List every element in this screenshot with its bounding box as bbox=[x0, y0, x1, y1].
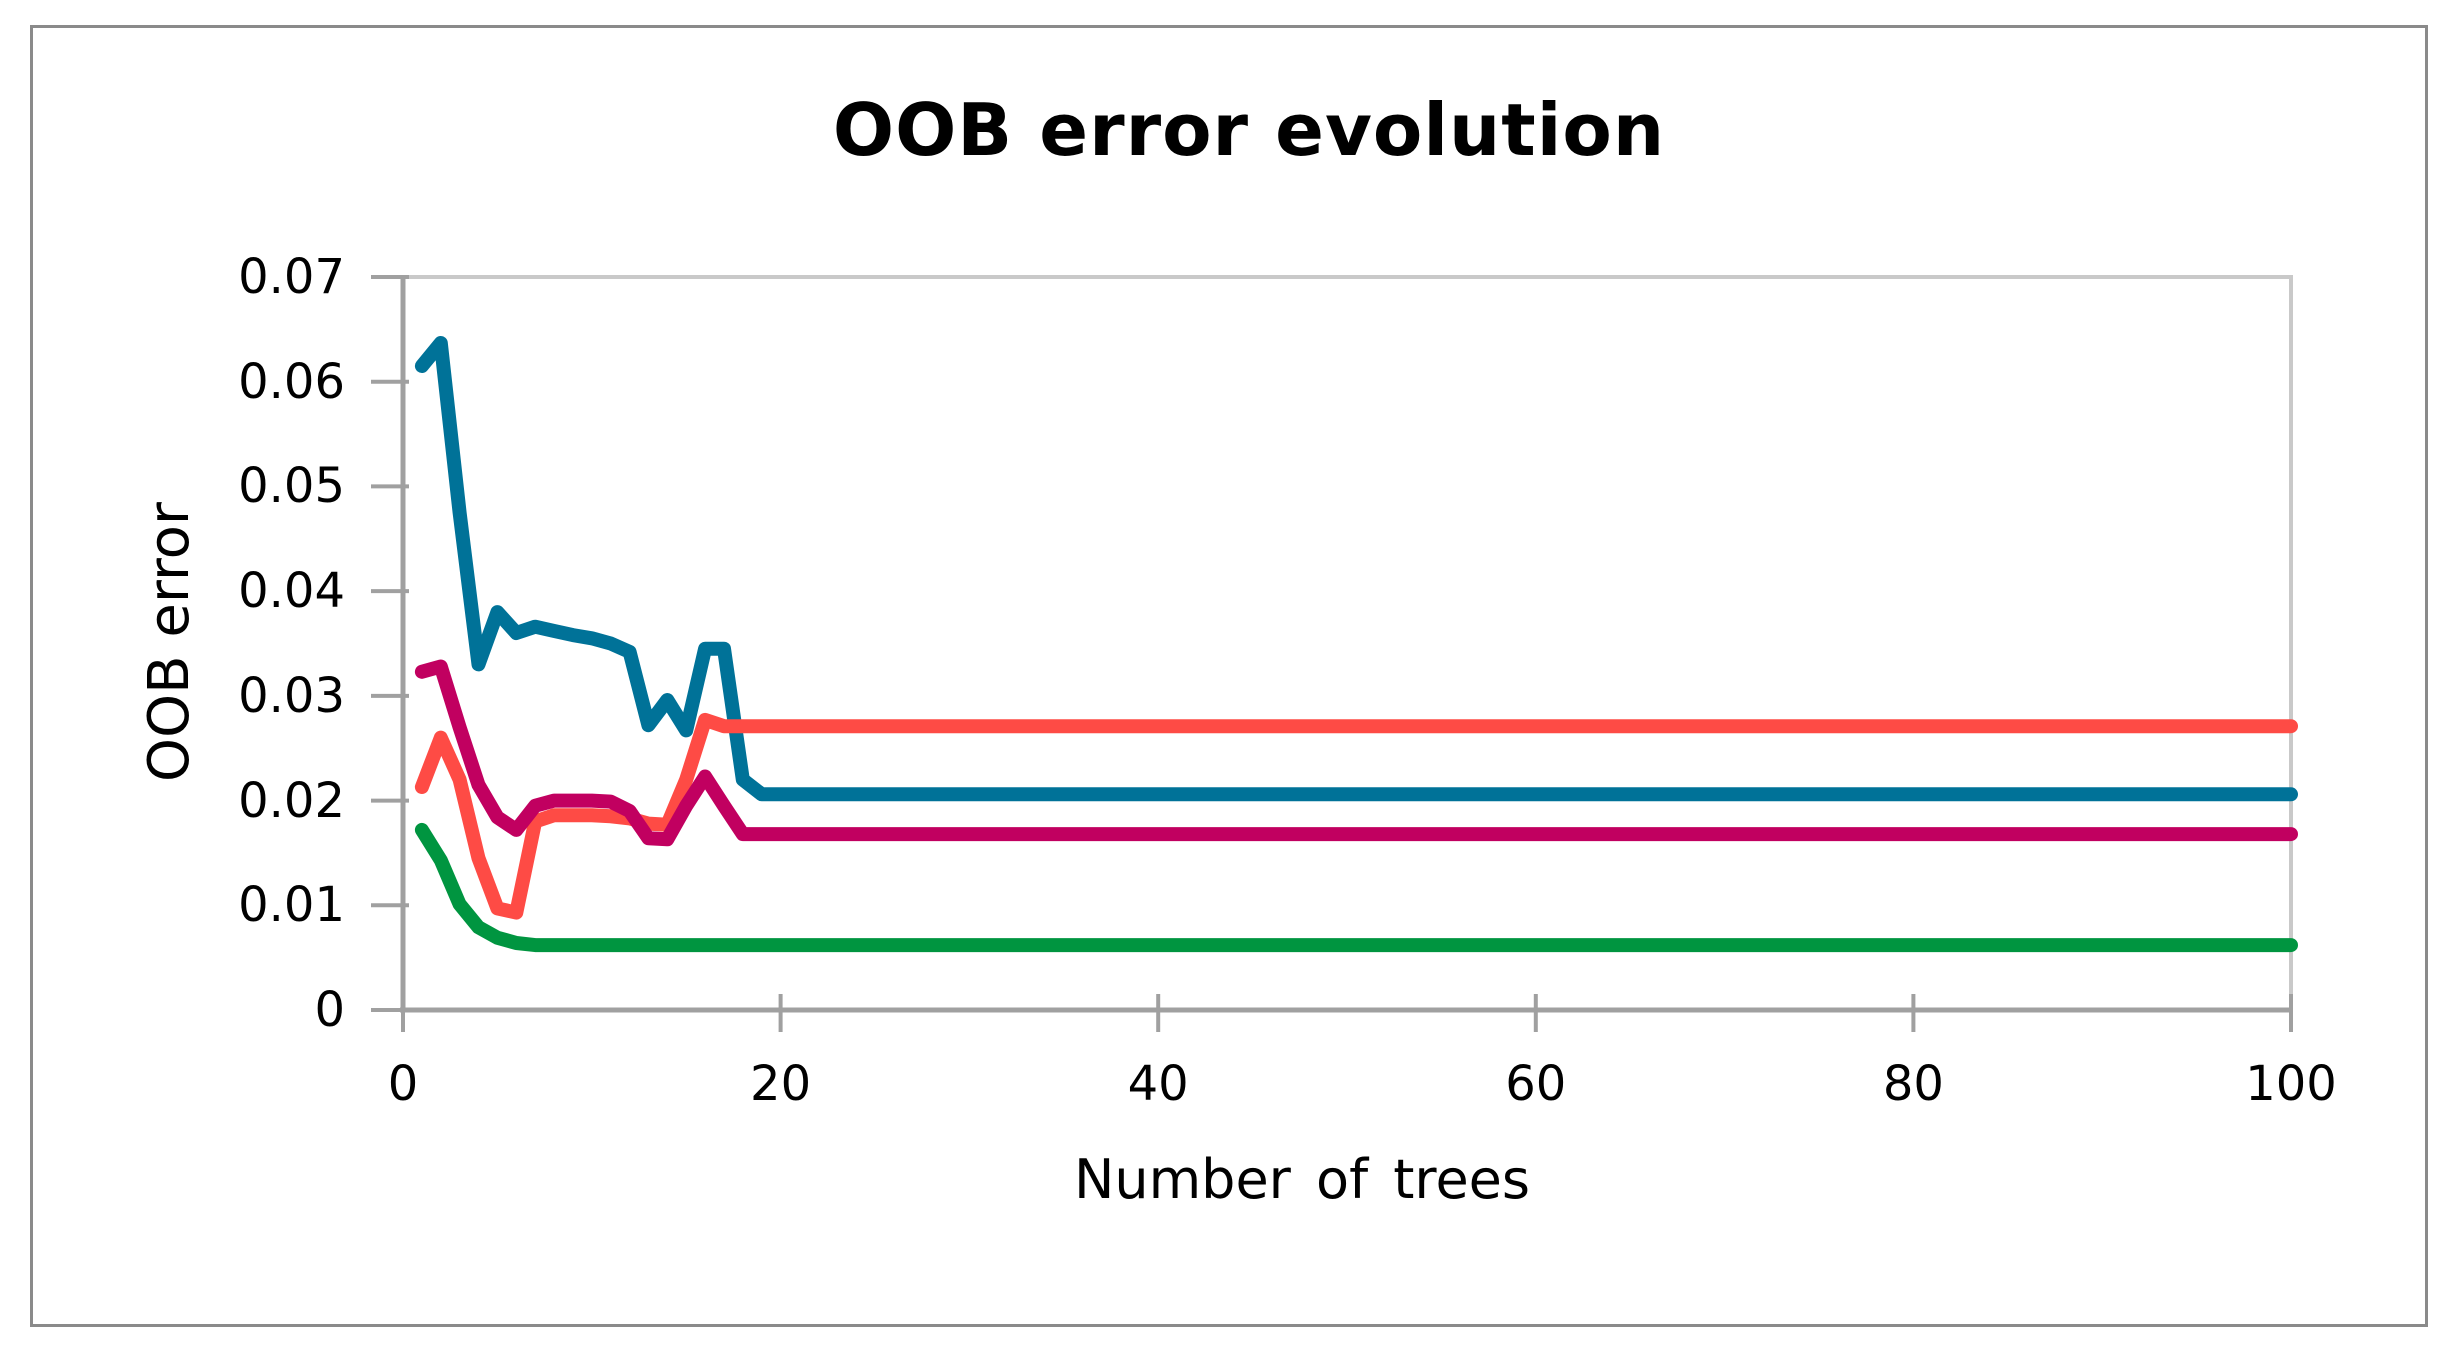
y-tick-label: 0.05 bbox=[238, 458, 345, 515]
y-tick-label: 0.07 bbox=[238, 249, 345, 305]
x-tick-label: 60 bbox=[1505, 1056, 1567, 1112]
series-line-teal bbox=[414, 336, 2298, 802]
x-tick-label: 80 bbox=[1882, 1056, 1944, 1112]
y-tick-label: 0 bbox=[314, 982, 345, 1038]
y-tick-label: 0.01 bbox=[238, 877, 345, 934]
series-line-magenta bbox=[414, 659, 2298, 847]
x-tick-label: 40 bbox=[1127, 1056, 1189, 1112]
series-line-green bbox=[414, 822, 2298, 953]
chart-title: OOB error evolution bbox=[832, 88, 1666, 172]
x-axis-title: Number of trees bbox=[1073, 1148, 1531, 1211]
x-tick-label: 20 bbox=[750, 1056, 812, 1112]
x-tick-label: 100 bbox=[2245, 1056, 2337, 1112]
y-tick-label: 0.02 bbox=[238, 772, 345, 829]
y-tick-label: 0.06 bbox=[238, 353, 345, 410]
y-tick-label: 0.03 bbox=[238, 667, 345, 724]
y-tick-label: 0.04 bbox=[238, 563, 345, 620]
series-line-red bbox=[414, 712, 2298, 920]
x-tick-label: 0 bbox=[387, 1056, 419, 1112]
